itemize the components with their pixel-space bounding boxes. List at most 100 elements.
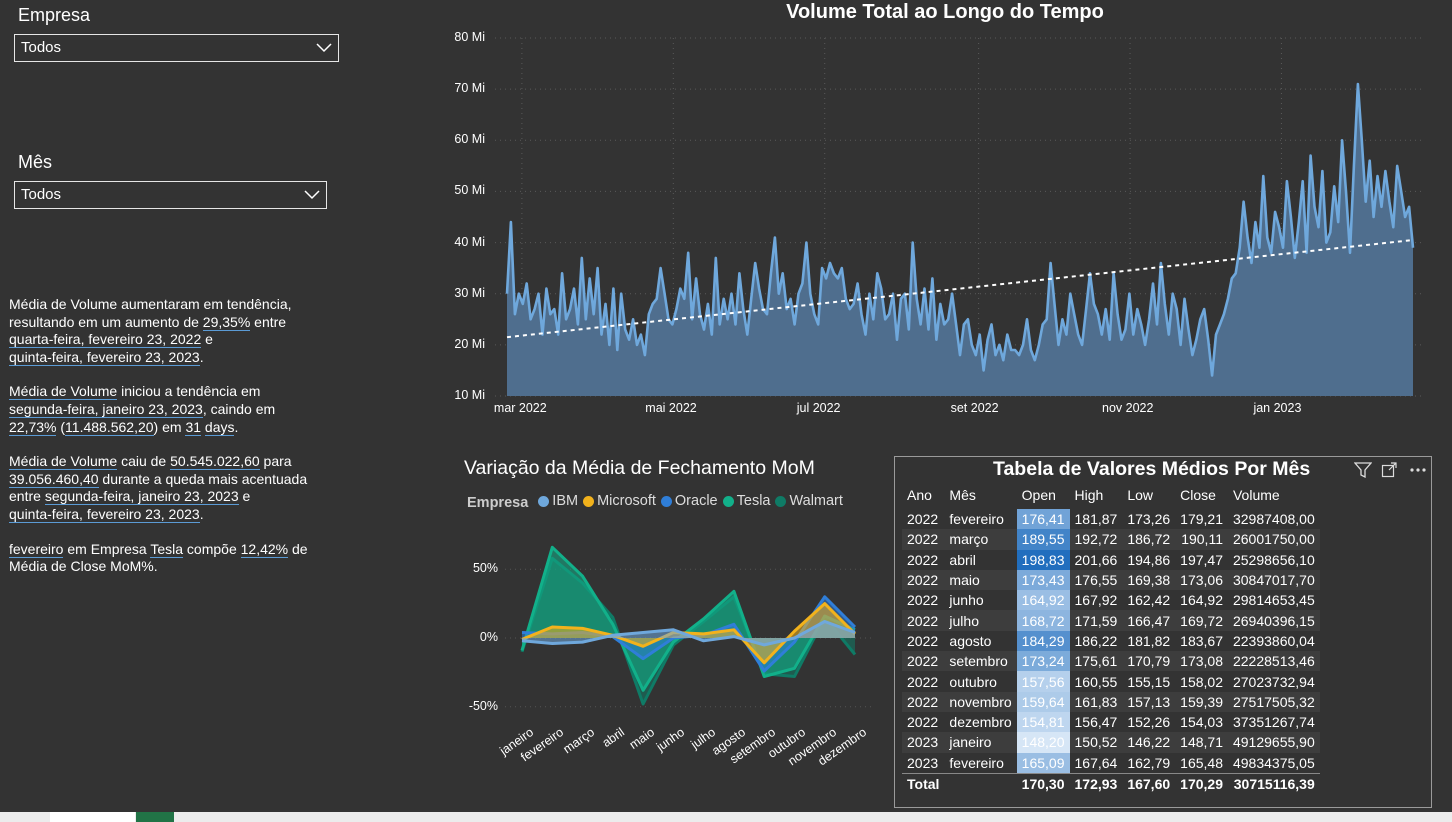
x-tick-label: jul 2022 xyxy=(796,401,841,415)
focus-mode-icon[interactable] xyxy=(1381,462,1397,478)
y-tick-label: 80 Mi xyxy=(454,30,485,44)
total-cell xyxy=(944,772,1017,794)
series-line-microsoft xyxy=(521,602,857,665)
table-cell: 173,24 xyxy=(1016,651,1070,672)
y-tick-label: -50% xyxy=(468,698,498,713)
table-row[interactable]: 2022 novembro 159,64 161,83 157,13 159,39 2751… xyxy=(902,691,1320,712)
column-header[interactable]: Ano xyxy=(907,487,932,503)
table-row[interactable]: 2022 outubro 157,56 160,55 155,15 158,02 27023… xyxy=(902,671,1320,692)
table-row[interactable]: 2022 setembro 173,24 175,61 170,79 173,08 2222… xyxy=(902,651,1320,672)
table-cell: 179,21 xyxy=(1180,511,1223,528)
column-header[interactable]: High xyxy=(1074,487,1104,503)
table-visual[interactable]: Tabela de Valores Médios Por Mês Ano Mês O… xyxy=(894,456,1432,808)
table-row[interactable]: 2023 janeiro 148,20 150,52 146,22 148,71 49129… xyxy=(902,732,1320,753)
x-tick-label: nov 2022 xyxy=(1102,401,1154,415)
y-tick-label: 70 Mi xyxy=(454,81,485,96)
table-row[interactable]: 2023 fevereiro 165,09 167,64 162,79 165,48 498… xyxy=(902,752,1320,774)
narrative-paragraph-2: Média de Volume iniciou a tendência em s… xyxy=(9,383,276,436)
mom-chart-xaxis: janeiro fevereiro março abril maio junho julho… xyxy=(497,725,875,815)
legend-item-microsoft[interactable]: Microsoft xyxy=(583,493,656,509)
mes-dropdown-value: Todos xyxy=(21,186,62,203)
table-cell: 49834375,05 xyxy=(1232,754,1315,771)
page-tab-active-marker[interactable] xyxy=(136,812,174,822)
legend-label: Walmart xyxy=(789,493,843,509)
table-cell: 184,29 xyxy=(1016,630,1070,652)
table-cell: 2022 xyxy=(907,673,939,690)
table-cell: 49129655,90 xyxy=(1227,732,1320,753)
table-cell: 157,13 xyxy=(1122,691,1176,712)
table-cell: 170,79 xyxy=(1122,651,1176,672)
series-line-tesla xyxy=(520,545,856,692)
mom-chart-yaxis: 50% 0% -50% xyxy=(440,520,500,750)
mes-dropdown[interactable]: Todos xyxy=(14,181,327,209)
legend-item-ibm[interactable]: IBM xyxy=(538,493,578,509)
y-tick-label: 40 Mi xyxy=(454,234,485,249)
table-cell: 2023 xyxy=(907,754,939,771)
table-row[interactable]: 2022 abril 198,83 201,66 194,86 197,47 2529865… xyxy=(902,549,1320,570)
empresa-dropdown[interactable]: Todos xyxy=(14,34,339,62)
legend-label: Oracle xyxy=(674,493,718,509)
filter-icon[interactable] xyxy=(1354,462,1372,478)
table-cell: 176,41 xyxy=(1016,509,1070,530)
series-area-ibm xyxy=(522,621,855,645)
table-row[interactable]: 2022 maio 173,43 176,55 169,38 173,06 30847017… xyxy=(902,569,1320,591)
page-tab-1[interactable] xyxy=(50,812,135,822)
more-options-icon[interactable] xyxy=(1409,467,1427,473)
table-cell: 181,82 xyxy=(1127,632,1171,649)
total-cell: 167,60 xyxy=(1122,772,1176,794)
column-header[interactable]: Close xyxy=(1180,487,1216,503)
empresa-dropdown-value: Todos xyxy=(21,39,62,56)
table-cell: 167,64 xyxy=(1074,754,1118,771)
table-cell: 164,92 xyxy=(1016,590,1070,611)
table-row[interactable]: 2022 julho 168,72 171,59 166,47 169,72 2694039… xyxy=(902,610,1320,631)
mom-chart[interactable] xyxy=(505,520,875,750)
table-row[interactable]: 2022 agosto 184,29 186,22 181,82 183,67 223938… xyxy=(902,630,1320,652)
x-tick-label: mai 2022 xyxy=(645,401,697,415)
chevron-down-icon xyxy=(304,190,320,200)
table-cell: 159,64 xyxy=(1016,691,1070,712)
smart-narrative: Média de Volume aumentaram em tendência,… xyxy=(9,296,339,593)
legend-item-tesla[interactable]: Tesla xyxy=(722,493,770,509)
table-cell: 162,79 xyxy=(1127,754,1171,771)
legend-label: IBM xyxy=(552,493,579,509)
table-cell: 2022 xyxy=(902,610,945,631)
table-cell: 201,66 xyxy=(1074,551,1118,568)
volume-line xyxy=(505,82,1415,377)
mom-chart-title: Variação da Média de Fechamento MoM xyxy=(464,457,815,479)
table-cell: 156,47 xyxy=(1074,714,1118,731)
y-tick-label: 60 Mi xyxy=(454,132,485,147)
table-cell: 186,72 xyxy=(1122,529,1176,550)
legend-dot xyxy=(660,495,672,507)
table-cell: 165,09 xyxy=(1016,752,1070,774)
table-row[interactable]: 2022 dezembro 154,81 156,47 152,26 154,03 3735… xyxy=(902,711,1320,733)
table-cell: 2022 xyxy=(902,651,945,672)
table-cell: 32987408,00 xyxy=(1232,511,1315,528)
table-row[interactable]: 2022 fevereiro 176,41 181,87 173,26 179,21 329… xyxy=(902,509,1320,530)
series-line-ibm xyxy=(521,620,856,647)
column-header[interactable]: Mês xyxy=(949,487,976,503)
table-cell: 173,26 xyxy=(1127,511,1171,528)
total-cell: 170,29 xyxy=(1175,772,1228,794)
table-cell: 25298656,10 xyxy=(1232,551,1315,568)
y-tick-label: 30 Mi xyxy=(454,285,485,300)
column-header[interactable]: Open xyxy=(1021,487,1056,503)
table-cell: 26940396,15 xyxy=(1227,610,1320,631)
table-row[interactable]: 2022 junho 164,92 167,92 162,42 164,92 2981465… xyxy=(902,590,1320,611)
table-cell: 167,92 xyxy=(1074,592,1118,609)
legend-item-walmart[interactable]: Walmart xyxy=(775,493,843,509)
legend-item-oracle[interactable]: Oracle xyxy=(660,493,718,509)
table-cell: 148,71 xyxy=(1175,732,1228,753)
table-cell: outubro xyxy=(949,673,997,690)
table-cell: 189,55 xyxy=(1016,529,1070,550)
table-cell: 2022 xyxy=(902,569,945,591)
table-cell: 165,48 xyxy=(1180,754,1223,771)
table-cell: 192,72 xyxy=(1069,529,1123,550)
volume-chart[interactable] xyxy=(495,28,1425,400)
table-cell: fevereiro xyxy=(949,754,1004,771)
table-cell: 175,61 xyxy=(1069,651,1123,672)
column-header[interactable]: Volume xyxy=(1232,487,1280,503)
table-cell: fevereiro xyxy=(949,511,1004,528)
column-header[interactable]: Low xyxy=(1127,487,1154,503)
table-row[interactable]: 2022 março 189,55 192,72 186,72 190,11 2600175… xyxy=(902,529,1320,550)
y-tick-label: 50% xyxy=(472,561,498,576)
